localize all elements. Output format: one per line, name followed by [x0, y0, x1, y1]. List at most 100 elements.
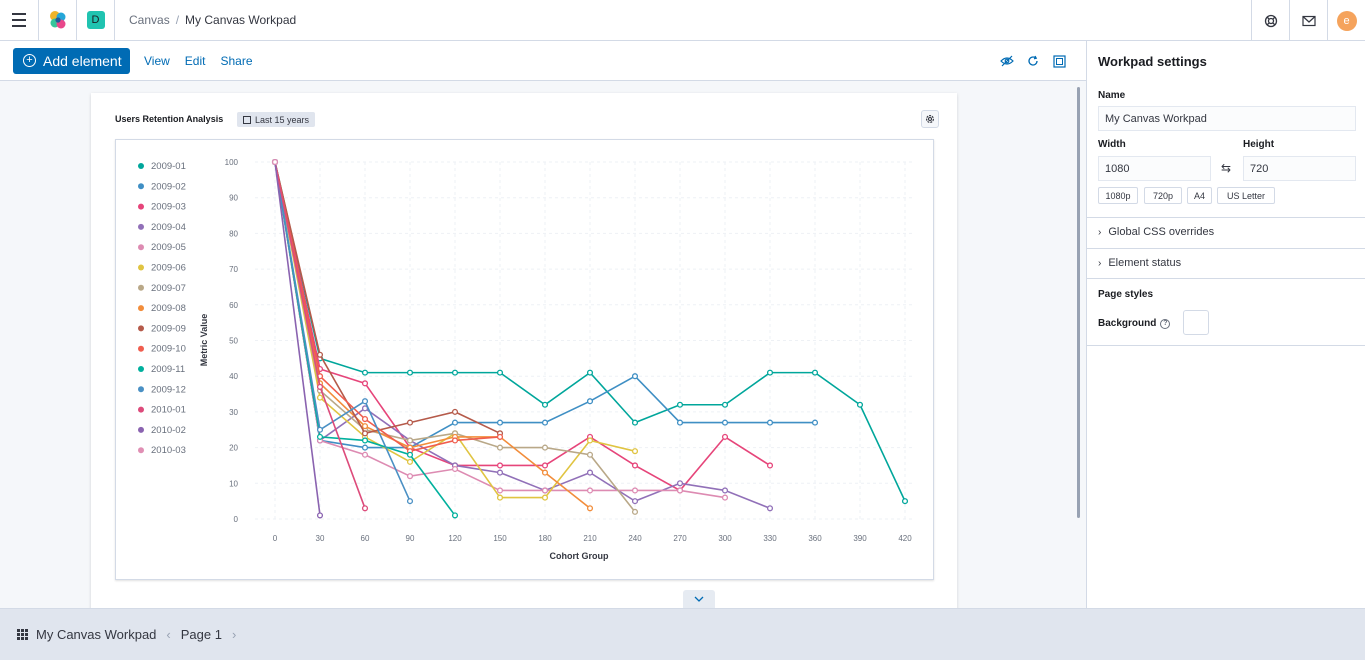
- series-line-2009-10: [274, 161, 501, 453]
- calendar-icon: [243, 115, 251, 124]
- data-point-2009-05: [496, 487, 504, 494]
- question-circle-icon[interactable]: ?: [1160, 318, 1171, 329]
- panel-settings-button[interactable]: [921, 110, 939, 128]
- data-point-2009-05: [586, 487, 594, 494]
- width-input[interactable]: 1080: [1098, 156, 1211, 181]
- data-point-2009-01: [676, 401, 684, 408]
- breadcrumb-canvas[interactable]: Canvas: [129, 13, 170, 27]
- toolbar-icon-group: [994, 41, 1072, 81]
- time-filter-label: Last 15 years: [255, 114, 310, 125]
- data-point-2009-09: [406, 419, 414, 426]
- data-point-2009-11: [406, 451, 414, 458]
- retention-line-chart: 0 10 20 30 40 50 60 70 80 90 100 0 30 60 90 120 150 180 21…: [138, 158, 915, 561]
- workpad-toolbar: + Add element View Edit Share: [0, 41, 1086, 81]
- workpad-page[interactable]: Users Retention Analysis Last 15 years 0…: [91, 93, 957, 608]
- time-filter-badge[interactable]: Last 15 years: [237, 112, 316, 127]
- legend-label-2009-10: 2009-10: [151, 344, 186, 355]
- preset-a4-button[interactable]: A4: [1187, 187, 1212, 204]
- x-tick-label: 330: [763, 534, 777, 543]
- data-point-2009-05: [406, 473, 414, 480]
- y-tick-label: 70: [229, 265, 238, 274]
- swap-dimensions-icon[interactable]: ⇆: [1221, 161, 1232, 175]
- data-point-2009-05: [361, 451, 369, 458]
- top-header: D Canvas / My Canvas Workpad e: [0, 0, 1365, 41]
- data-point-2009-01: [361, 369, 369, 376]
- data-point-2010-02: [316, 512, 324, 519]
- next-page-icon[interactable]: ›: [231, 627, 237, 642]
- y-tick-label: 40: [229, 372, 238, 381]
- fullscreen-button[interactable]: [1046, 48, 1072, 74]
- legend-label-2009-11: 2009-11: [151, 364, 185, 375]
- workpad-name-input[interactable]: My Canvas Workpad: [1098, 106, 1356, 131]
- space-selector[interactable]: D: [76, 0, 114, 41]
- legend-swatch-2010-02: [138, 426, 144, 433]
- preset-us-letter-button[interactable]: US Letter: [1217, 187, 1275, 204]
- x-tick-label: 360: [808, 534, 822, 543]
- help-button[interactable]: [1251, 0, 1289, 41]
- data-point-2009-09: [361, 430, 369, 437]
- data-point-2009-07: [586, 451, 594, 458]
- page-indicator[interactable]: Page 1: [180, 627, 222, 642]
- refresh-button[interactable]: [1020, 48, 1046, 74]
- plus-circle-icon: +: [23, 54, 36, 67]
- y-tick-label: 100: [225, 158, 239, 167]
- height-input[interactable]: 720: [1243, 156, 1356, 181]
- legend-label-2010-03: 2010-03: [151, 445, 186, 456]
- app-grid-icon: [17, 629, 28, 640]
- data-point-2009-01: [901, 498, 909, 505]
- preset-720p-button[interactable]: 720p: [1144, 187, 1182, 204]
- data-point-2009-01: [811, 369, 819, 376]
- y-tick-label: 80: [229, 229, 238, 238]
- legend-label-2009-03: 2009-03: [151, 202, 186, 213]
- workpad-footer: My Canvas Workpad ‹ Page 1 ›: [0, 608, 1365, 660]
- edit-menu-button[interactable]: Edit: [184, 53, 206, 68]
- data-point-2009-04: [496, 469, 504, 476]
- data-point-2009-01: [496, 369, 504, 376]
- global-css-overrides-toggle[interactable]: › Global CSS overrides: [1098, 226, 1214, 238]
- data-point-2009-02: [496, 419, 504, 426]
- hamburger-icon: [12, 11, 26, 29]
- avatar: e: [1336, 10, 1357, 31]
- background-color-picker[interactable]: [1183, 310, 1209, 335]
- data-point-2009-01: [721, 401, 729, 408]
- data-point-2009-07: [631, 508, 639, 515]
- data-point-2009-10: [496, 433, 504, 440]
- data-point-2009-09: [316, 351, 324, 358]
- data-point-2009-03: [541, 462, 549, 469]
- data-point-2009-02: [676, 419, 684, 426]
- data-point-2009-04: [721, 487, 729, 494]
- x-tick-label: 30: [316, 534, 325, 543]
- newsfeed-button[interactable]: [1289, 0, 1327, 41]
- series-line-2010-02: [274, 161, 321, 516]
- preset-1080p-button[interactable]: 1080p: [1098, 187, 1138, 204]
- canvas-scrollbar[interactable]: [1077, 87, 1080, 518]
- x-tick-label: 390: [853, 534, 867, 543]
- height-label: Height: [1243, 139, 1275, 150]
- breadcrumb-separator: /: [175, 13, 180, 27]
- retention-chart-panel[interactable]: 0 10 20 30 40 50 60 70 80 90 100 0 30 60 90 120 150 180 21…: [115, 139, 934, 580]
- data-point-2009-01: [451, 369, 459, 376]
- legend-swatch-2010-01: [138, 406, 144, 413]
- menu-toggle-button[interactable]: [0, 0, 38, 41]
- share-menu-button[interactable]: Share: [220, 53, 253, 68]
- legend-label-2009-01: 2009-01: [151, 161, 186, 172]
- data-point-2009-03: [766, 462, 774, 469]
- legend-label-2010-02: 2010-02: [151, 425, 186, 436]
- kibana-home-link[interactable]: [38, 0, 76, 41]
- data-point-2010-03: [271, 158, 279, 166]
- background-label-row: Background ?: [1098, 318, 1171, 329]
- data-point-2009-08: [361, 423, 369, 430]
- workpad-canvas-area: Users Retention Analysis Last 15 years 0…: [0, 81, 1086, 608]
- previous-page-icon[interactable]: ‹: [166, 627, 171, 642]
- sidebar-divider: [1087, 217, 1365, 218]
- expression-editor-toggle[interactable]: [683, 590, 715, 608]
- element-status-toggle[interactable]: › Element status: [1098, 257, 1181, 269]
- add-element-button[interactable]: + Add element: [13, 47, 130, 74]
- background-label: Background: [1098, 318, 1157, 329]
- user-menu-button[interactable]: e: [1327, 0, 1365, 41]
- hide-editing-controls-button[interactable]: [994, 48, 1020, 74]
- data-point-2009-11: [361, 437, 369, 444]
- sidebar-divider: [1087, 278, 1365, 279]
- view-menu-button[interactable]: View: [144, 53, 170, 68]
- legend-swatch-2009-09: [138, 325, 144, 332]
